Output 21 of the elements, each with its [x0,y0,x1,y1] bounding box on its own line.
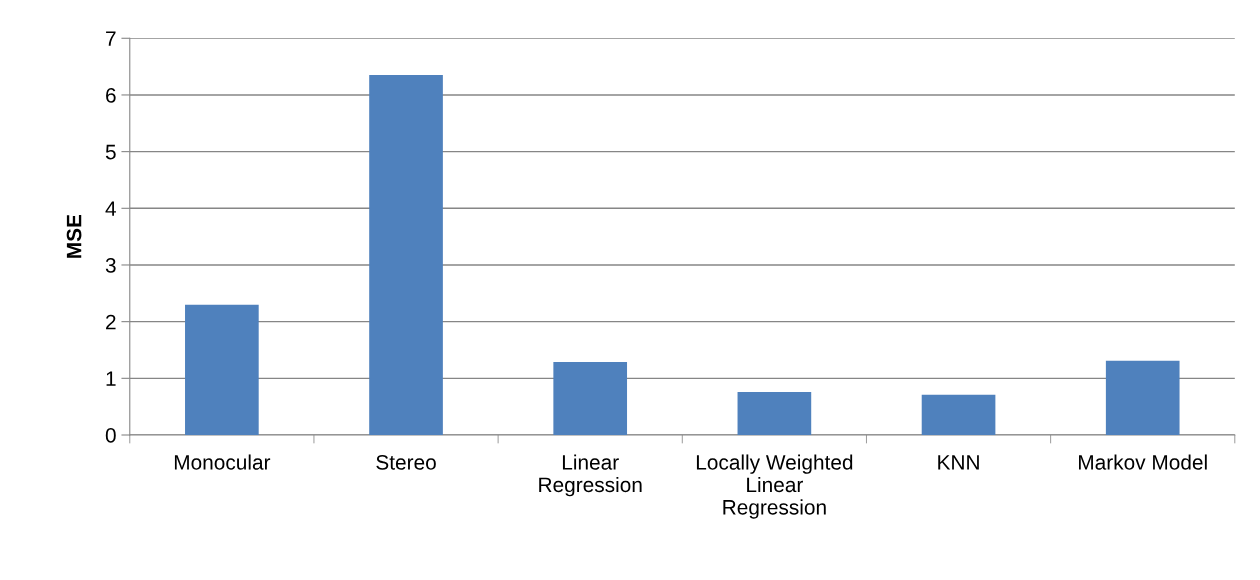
x-tick-label: Locally Weighted Linear Regression [696,454,853,519]
y-tick-label: 4 [105,201,116,216]
y-tick-label: 3 [105,257,116,273]
x-tick-label: Stereo [376,454,436,470]
y-tick-label: 6 [106,87,116,103]
bar [553,361,628,435]
bar [185,304,259,435]
x-tick-label: Markov Model [1079,454,1207,470]
bar [1105,360,1180,435]
bar [737,391,812,435]
x-tick-label: KNN [938,455,979,470]
y-tick-label: 0 [105,428,116,443]
y-tick-label: 2 [106,314,116,330]
x-tick-label: Monocular [174,454,271,470]
x-tick-label: Linear Regression [539,454,642,497]
bar [369,75,443,435]
y-tick-label: 5 [105,144,116,160]
y-tick-label: 7 [106,31,116,46]
y-axis-title: MSE [66,214,82,258]
y-tick-label: 1 [106,371,116,386]
bar [921,394,996,435]
